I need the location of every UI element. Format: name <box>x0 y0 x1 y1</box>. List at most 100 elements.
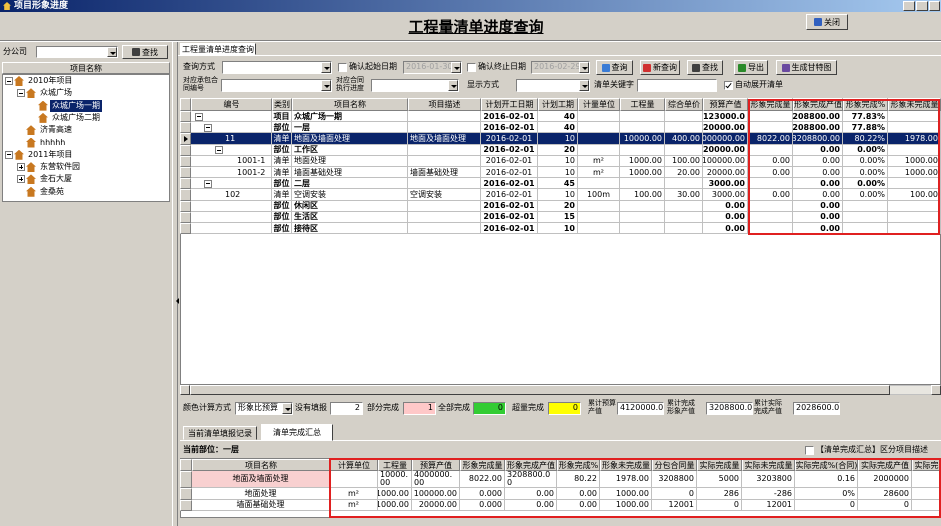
grid-cell[interactable] <box>191 178 272 190</box>
grid-cell[interactable]: 5000 <box>697 471 742 488</box>
tree-node[interactable]: 金石大厦 <box>40 174 72 184</box>
grid-cell[interactable]: 15 <box>538 211 578 223</box>
summary-checkbox[interactable] <box>805 446 814 455</box>
grid-cell[interactable]: 0.00 <box>557 499 600 511</box>
grid-cell[interactable]: 2016-02-01 <box>481 200 538 212</box>
tree-node[interactable]: 东营软件园 <box>40 162 80 172</box>
grid-cell[interactable] <box>408 211 481 223</box>
grid-cell[interactable] <box>191 200 272 212</box>
grid-cell[interactable]: 0.00 <box>793 144 843 156</box>
grid-cell[interactable]: 80.22 <box>557 471 600 488</box>
tree-node[interactable]: 众城广场二期 <box>52 112 100 122</box>
grid-cell[interactable]: 40 <box>538 111 578 123</box>
grid-cell[interactable] <box>408 200 481 212</box>
grid-cell[interactable] <box>408 223 481 235</box>
grid-cell[interactable] <box>748 111 793 123</box>
grid-cell[interactable] <box>620 200 665 212</box>
tree-node[interactable]: 众城广场一期 <box>50 99 102 112</box>
grid-cell[interactable]: 0.00% <box>843 189 888 201</box>
grid-cell[interactable]: 部位 <box>272 200 292 212</box>
grid-cell[interactable]: 2016-02-01 <box>481 178 538 190</box>
grid-cell[interactable] <box>748 144 793 156</box>
grid-cell[interactable]: 生活区 <box>292 211 408 223</box>
grid-cell[interactable]: 40 <box>538 122 578 134</box>
grid-cell[interactable]: 0 <box>795 499 858 511</box>
contract-select[interactable] <box>221 79 332 92</box>
grid-cell[interactable] <box>408 178 481 190</box>
bottom-tab[interactable]: 当前清单填报记录 <box>183 426 257 440</box>
toolbar-button[interactable]: 查询 <box>596 60 633 75</box>
grid-cell[interactable]: 清单 <box>272 167 292 179</box>
grid-cell[interactable]: 部位 <box>272 223 292 235</box>
grid-cell[interactable]: 77.88% <box>843 122 888 134</box>
grid-cell[interactable]: 2016-02-01 <box>481 122 538 134</box>
grid-cell[interactable]: 2000000 <box>858 471 912 488</box>
grid-cell[interactable]: 3000.00 <box>703 178 748 190</box>
grid-cell[interactable]: 0.00 <box>793 211 843 223</box>
grid-cell[interactable]: 1000.00 <box>600 499 652 511</box>
grid-cell[interactable]: 空调安装 <box>292 189 408 201</box>
grid-cell[interactable]: 3000.00 <box>703 189 748 201</box>
expand-box[interactable] <box>5 150 13 159</box>
grid-cell[interactable] <box>748 178 793 190</box>
start-date-checkbox[interactable] <box>338 63 347 72</box>
grid-cell[interactable] <box>665 178 703 190</box>
grid-cell[interactable] <box>748 211 793 223</box>
close-window-button[interactable] <box>929 1 940 11</box>
grid-cell[interactable]: 1001-2 <box>191 167 272 179</box>
grid-cell[interactable]: 0 <box>652 488 697 500</box>
grid-cell[interactable] <box>620 122 665 134</box>
grid-cell[interactable]: 1978.00 <box>600 471 652 488</box>
grid-cell[interactable]: 地面处理 <box>192 488 330 500</box>
grid-cell[interactable] <box>330 471 378 488</box>
tree-node[interactable]: 众城广场 <box>40 88 72 98</box>
grid-cell[interactable] <box>665 200 703 212</box>
toolbar-button[interactable]: 导出 <box>734 60 768 75</box>
grid-cell[interactable]: 清单 <box>272 155 292 167</box>
grid-cell[interactable] <box>578 223 620 235</box>
grid-cell[interactable]: 12001 <box>742 499 795 511</box>
splitter[interactable] <box>172 42 178 526</box>
grid-cell[interactable] <box>578 133 620 145</box>
grid-cell[interactable]: 12001 <box>652 499 697 511</box>
grid-cell[interactable]: 部位 <box>272 122 292 134</box>
grid-cell[interactable] <box>665 223 703 235</box>
grid-cell[interactable] <box>578 122 620 134</box>
minimize-button[interactable] <box>903 1 915 11</box>
dropdown-button[interactable] <box>451 62 461 73</box>
grid-cell[interactable]: 0.00 <box>748 189 793 201</box>
grid-cell[interactable] <box>665 111 703 123</box>
grid-cell[interactable]: 3208800.00 <box>793 111 843 123</box>
grid-cell[interactable]: 2016-02-01 <box>481 155 538 167</box>
grid-cell[interactable]: 0.000 <box>460 499 505 511</box>
grid-cell[interactable] <box>408 122 481 134</box>
grid-cell[interactable]: 部位 <box>272 211 292 223</box>
grid-cell[interactable]: 0.00 <box>505 488 557 500</box>
dropdown-button[interactable] <box>282 403 292 414</box>
grid-cell[interactable]: 4000000.00 <box>412 471 460 488</box>
grid-cell[interactable] <box>620 178 665 190</box>
grid-cell[interactable]: 20 <box>538 144 578 156</box>
search-button[interactable]: 查找 <box>122 45 168 59</box>
toolbar-button[interactable]: 查找 <box>687 60 723 75</box>
grid-cell[interactable]: 11 <box>191 133 272 145</box>
scroll-right[interactable] <box>931 385 941 395</box>
grid-cell[interactable]: 100.00 <box>665 155 703 167</box>
tree-node[interactable]: 2011年项目 <box>28 149 73 159</box>
grid-cell[interactable]: 3208800 <box>652 471 697 488</box>
grid-cell[interactable]: 0.00 <box>703 200 748 212</box>
grid-cell[interactable]: 10000.00 <box>620 133 665 145</box>
grid-cell[interactable]: 0.00 <box>703 211 748 223</box>
grid-cell[interactable]: m² <box>330 499 378 511</box>
dropdown-button[interactable] <box>321 62 331 73</box>
grid-cell[interactable]: 30.00 <box>665 189 703 201</box>
grid-cell[interactable]: 0.00 <box>793 200 843 212</box>
grid-cell[interactable]: 接待区 <box>292 223 408 235</box>
panel-tab[interactable]: 工程量清单进度查询 <box>180 43 256 55</box>
grid-cell[interactable] <box>578 111 620 123</box>
grid-cell[interactable]: 2016-02-01 <box>481 223 538 235</box>
grid-cell[interactable]: 0.00% <box>843 167 888 179</box>
grid-cell[interactable]: m² <box>578 167 620 179</box>
grid-cell[interactable]: 10 <box>538 223 578 235</box>
expand-box[interactable] <box>204 123 212 132</box>
